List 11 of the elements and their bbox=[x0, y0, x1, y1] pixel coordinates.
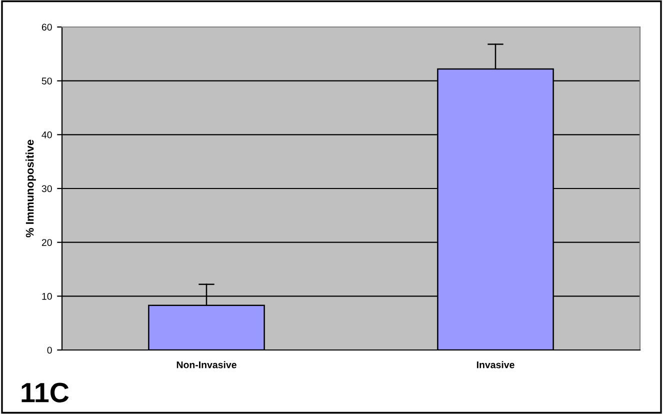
y-tick-label: 30 bbox=[42, 185, 52, 192]
y-tick-label: 50 bbox=[42, 78, 52, 84]
y-tick-label: 10 bbox=[42, 292, 52, 300]
y-axis-title: % Immunopositive bbox=[26, 140, 36, 238]
y-tick-label: 40 bbox=[42, 131, 52, 138]
y-tick-label: 0 bbox=[47, 346, 52, 354]
x-tick-label: Invasive bbox=[476, 361, 514, 368]
x-tick-label: Non-Invasive bbox=[176, 361, 236, 368]
y-tick-label: 20 bbox=[42, 239, 52, 246]
text: 11C bbox=[22, 382, 69, 402]
y-tick-label: 60 bbox=[42, 24, 52, 31]
